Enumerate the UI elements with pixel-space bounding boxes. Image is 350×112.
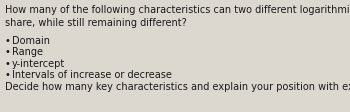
Text: •: • [5, 70, 11, 80]
Text: Domain: Domain [12, 36, 50, 46]
Text: y-intercept: y-intercept [12, 58, 65, 68]
Text: •: • [5, 47, 11, 57]
Text: Range: Range [12, 47, 43, 57]
Text: How many of the following characteristics can two different logarithmic function: How many of the following characteristic… [5, 5, 350, 28]
Text: •: • [5, 58, 11, 68]
Text: •: • [5, 36, 11, 46]
Text: Decide how many key characteristics and explain your position with examples.: Decide how many key characteristics and … [5, 81, 350, 91]
Text: Intervals of increase or decrease: Intervals of increase or decrease [12, 70, 172, 80]
